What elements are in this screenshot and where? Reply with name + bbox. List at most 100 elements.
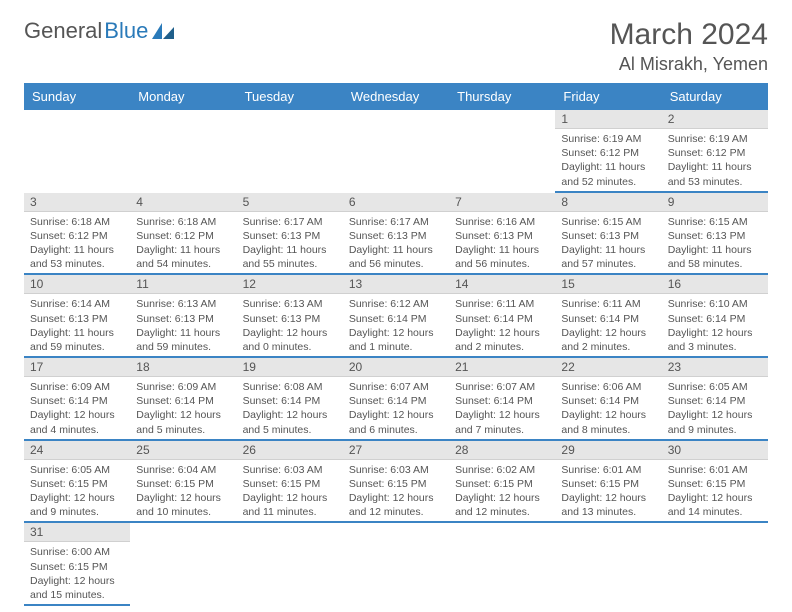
calendar-cell: 10Sunrise: 6:14 AMSunset: 6:13 PMDayligh… (24, 275, 130, 358)
daylight-line: Daylight: 12 hours and 4 minutes. (30, 408, 124, 436)
day-number: 9 (662, 193, 768, 212)
sunrise-line: Sunrise: 6:01 AM (561, 463, 655, 477)
sunset-line: Sunset: 6:15 PM (136, 477, 230, 491)
calendar-cell (555, 523, 661, 606)
day-number: 7 (449, 193, 555, 212)
day-content: Sunrise: 6:13 AMSunset: 6:13 PMDaylight:… (237, 294, 343, 356)
weekday-header: Friday (555, 83, 661, 110)
calendar-cell: 4Sunrise: 6:18 AMSunset: 6:12 PMDaylight… (130, 193, 236, 276)
day-number: 19 (237, 358, 343, 377)
calendar-row: 31Sunrise: 6:00 AMSunset: 6:15 PMDayligh… (24, 523, 768, 606)
day-number: 13 (343, 275, 449, 294)
daylight-line: Daylight: 12 hours and 3 minutes. (668, 326, 762, 354)
day-content: Sunrise: 6:03 AMSunset: 6:15 PMDaylight:… (237, 460, 343, 522)
calendar-cell: 12Sunrise: 6:13 AMSunset: 6:13 PMDayligh… (237, 275, 343, 358)
daylight-line: Daylight: 12 hours and 14 minutes. (668, 491, 762, 519)
sunrise-line: Sunrise: 6:02 AM (455, 463, 549, 477)
day-content: Sunrise: 6:04 AMSunset: 6:15 PMDaylight:… (130, 460, 236, 522)
sunrise-line: Sunrise: 6:04 AM (136, 463, 230, 477)
daylight-line: Daylight: 11 hours and 52 minutes. (561, 160, 655, 188)
day-content: Sunrise: 6:13 AMSunset: 6:13 PMDaylight:… (130, 294, 236, 356)
daylight-line: Daylight: 12 hours and 12 minutes. (455, 491, 549, 519)
day-content: Sunrise: 6:07 AMSunset: 6:14 PMDaylight:… (449, 377, 555, 439)
sunrise-line: Sunrise: 6:03 AM (349, 463, 443, 477)
day-content: Sunrise: 6:16 AMSunset: 6:13 PMDaylight:… (449, 212, 555, 274)
day-content: Sunrise: 6:11 AMSunset: 6:14 PMDaylight:… (555, 294, 661, 356)
sunrise-line: Sunrise: 6:19 AM (668, 132, 762, 146)
weekday-header: Thursday (449, 83, 555, 110)
sunset-line: Sunset: 6:15 PM (243, 477, 337, 491)
sunset-line: Sunset: 6:12 PM (561, 146, 655, 160)
calendar-cell: 28Sunrise: 6:02 AMSunset: 6:15 PMDayligh… (449, 441, 555, 524)
sunset-line: Sunset: 6:15 PM (30, 560, 124, 574)
calendar-cell: 20Sunrise: 6:07 AMSunset: 6:14 PMDayligh… (343, 358, 449, 441)
day-number: 21 (449, 358, 555, 377)
calendar-cell (130, 523, 236, 606)
sunset-line: Sunset: 6:14 PM (455, 312, 549, 326)
calendar-cell: 22Sunrise: 6:06 AMSunset: 6:14 PMDayligh… (555, 358, 661, 441)
sunrise-line: Sunrise: 6:11 AM (561, 297, 655, 311)
daylight-line: Daylight: 11 hours and 53 minutes. (668, 160, 762, 188)
calendar-cell: 3Sunrise: 6:18 AMSunset: 6:12 PMDaylight… (24, 193, 130, 276)
day-content: Sunrise: 6:09 AMSunset: 6:14 PMDaylight:… (24, 377, 130, 439)
weekday-header: Monday (130, 83, 236, 110)
day-number: 12 (237, 275, 343, 294)
sunset-line: Sunset: 6:15 PM (668, 477, 762, 491)
day-number: 29 (555, 441, 661, 460)
weekday-header: Sunday (24, 83, 130, 110)
daylight-line: Daylight: 12 hours and 1 minute. (349, 326, 443, 354)
sunrise-line: Sunrise: 6:18 AM (136, 215, 230, 229)
daylight-line: Daylight: 12 hours and 9 minutes. (668, 408, 762, 436)
sunrise-line: Sunrise: 6:16 AM (455, 215, 549, 229)
day-content: Sunrise: 6:03 AMSunset: 6:15 PMDaylight:… (343, 460, 449, 522)
day-number: 25 (130, 441, 236, 460)
day-content: Sunrise: 6:02 AMSunset: 6:15 PMDaylight:… (449, 460, 555, 522)
day-content: Sunrise: 6:18 AMSunset: 6:12 PMDaylight:… (24, 212, 130, 274)
sunrise-line: Sunrise: 6:07 AM (349, 380, 443, 394)
daylight-line: Daylight: 12 hours and 13 minutes. (561, 491, 655, 519)
sunset-line: Sunset: 6:14 PM (668, 312, 762, 326)
day-number: 16 (662, 275, 768, 294)
day-number: 30 (662, 441, 768, 460)
sunrise-line: Sunrise: 6:13 AM (136, 297, 230, 311)
day-content: Sunrise: 6:19 AMSunset: 6:12 PMDaylight:… (555, 129, 661, 191)
location: Al Misrakh, Yemen (610, 54, 768, 75)
day-number: 3 (24, 193, 130, 212)
sunrise-line: Sunrise: 6:13 AM (243, 297, 337, 311)
day-content: Sunrise: 6:00 AMSunset: 6:15 PMDaylight:… (24, 542, 130, 604)
sunset-line: Sunset: 6:14 PM (30, 394, 124, 408)
day-number: 24 (24, 441, 130, 460)
day-content: Sunrise: 6:18 AMSunset: 6:12 PMDaylight:… (130, 212, 236, 274)
calendar-cell: 11Sunrise: 6:13 AMSunset: 6:13 PMDayligh… (130, 275, 236, 358)
sunrise-line: Sunrise: 6:12 AM (349, 297, 443, 311)
daylight-line: Daylight: 11 hours and 57 minutes. (561, 243, 655, 271)
day-content: Sunrise: 6:11 AMSunset: 6:14 PMDaylight:… (449, 294, 555, 356)
day-content: Sunrise: 6:01 AMSunset: 6:15 PMDaylight:… (662, 460, 768, 522)
weekday-header-row: Sunday Monday Tuesday Wednesday Thursday… (24, 83, 768, 110)
calendar-cell: 29Sunrise: 6:01 AMSunset: 6:15 PMDayligh… (555, 441, 661, 524)
calendar-cell: 5Sunrise: 6:17 AMSunset: 6:13 PMDaylight… (237, 193, 343, 276)
calendar-cell (662, 523, 768, 606)
sunrise-line: Sunrise: 6:09 AM (136, 380, 230, 394)
daylight-line: Daylight: 12 hours and 7 minutes. (455, 408, 549, 436)
sunset-line: Sunset: 6:14 PM (243, 394, 337, 408)
daylight-line: Daylight: 11 hours and 53 minutes. (30, 243, 124, 271)
sunset-line: Sunset: 6:15 PM (349, 477, 443, 491)
daylight-line: Daylight: 12 hours and 5 minutes. (136, 408, 230, 436)
calendar-cell: 27Sunrise: 6:03 AMSunset: 6:15 PMDayligh… (343, 441, 449, 524)
calendar-cell: 25Sunrise: 6:04 AMSunset: 6:15 PMDayligh… (130, 441, 236, 524)
calendar-cell (449, 523, 555, 606)
day-number: 10 (24, 275, 130, 294)
day-content: Sunrise: 6:15 AMSunset: 6:13 PMDaylight:… (662, 212, 768, 274)
daylight-line: Daylight: 12 hours and 11 minutes. (243, 491, 337, 519)
logo-text-blue: Blue (104, 18, 148, 44)
day-number: 4 (130, 193, 236, 212)
day-number: 26 (237, 441, 343, 460)
calendar-cell: 23Sunrise: 6:05 AMSunset: 6:14 PMDayligh… (662, 358, 768, 441)
calendar-row: 17Sunrise: 6:09 AMSunset: 6:14 PMDayligh… (24, 358, 768, 441)
sunrise-line: Sunrise: 6:11 AM (455, 297, 549, 311)
calendar-cell (449, 110, 555, 193)
sunrise-line: Sunrise: 6:03 AM (243, 463, 337, 477)
sunset-line: Sunset: 6:15 PM (30, 477, 124, 491)
calendar-cell: 19Sunrise: 6:08 AMSunset: 6:14 PMDayligh… (237, 358, 343, 441)
